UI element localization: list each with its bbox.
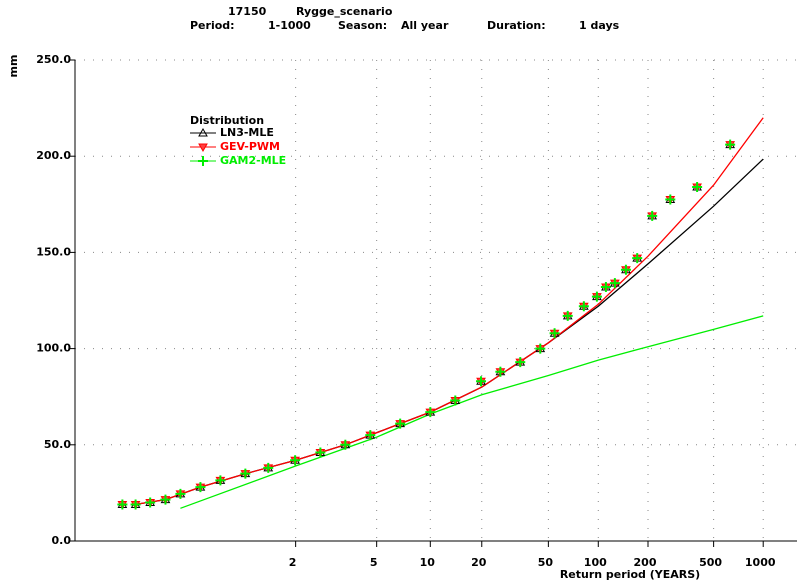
station: 17150 [228,5,267,18]
point-marker [725,139,736,150]
period-label: Period: [190,19,235,32]
x-tick-label: 50 [538,556,554,569]
x-tick-label: 500 [699,556,722,569]
point-marker [130,499,141,510]
point-marker [632,253,643,264]
point-marker [395,418,406,429]
x-tick-label: 20 [471,556,487,569]
duration-label: Duration: [487,19,546,32]
point-marker [365,430,376,441]
y-tick-label: 100.0 [36,342,71,355]
point-marker [198,156,208,166]
x-tick-label: 10 [420,556,436,569]
point-marker [290,455,301,466]
point-marker [692,181,703,192]
y-tick-label: 200.0 [36,149,71,162]
y-tick-label: 250.0 [36,53,71,66]
point-marker [198,143,208,153]
x-tick-label: 5 [370,556,378,569]
x-tick-label: 100 [584,556,607,569]
x-tick-label: 1000 [745,556,776,569]
duration: 1 days [579,19,620,32]
scenario: Rygge_scenario [296,5,393,18]
point-marker [591,291,602,302]
point-marker [215,475,226,486]
series-line [135,117,764,506]
y-axis-label: mm [7,55,20,78]
x-axis-label: Return period (YEARS) [560,568,700,581]
y-tick-label: 150.0 [36,245,71,258]
point-marker [175,488,186,499]
season-label: Season: [338,19,387,32]
point-marker [117,499,128,510]
point-marker [425,407,436,418]
point-marker [609,278,620,289]
point-marker [549,328,560,339]
x-tick-label: 2 [289,556,297,569]
point-marker [240,468,251,479]
legend-label: GAM2-MLE [220,154,286,167]
period: 1-1000 [268,19,311,32]
point-marker [450,395,461,406]
point-marker [535,343,546,354]
season: All year [401,19,449,32]
legend-title: Distribution [190,114,264,127]
point-marker [340,439,351,450]
point-marker [647,210,658,221]
point-marker [665,194,676,205]
point-marker [198,127,208,137]
series-line [135,158,764,506]
y-tick-label: 50.0 [44,438,71,451]
y-tick-label: 0.0 [52,534,72,547]
legend-label: LN3-MLE [220,126,274,139]
point-marker [160,494,171,505]
legend-label: GEV-PWM [220,140,280,153]
point-marker [195,482,206,493]
point-marker [578,301,589,312]
x-tick-label: 200 [634,556,657,569]
point-marker [476,376,487,387]
point-marker [515,357,526,368]
point-marker [620,264,631,275]
point-marker [145,497,156,508]
point-marker [600,282,611,293]
point-marker [495,366,506,377]
point-marker [315,447,326,458]
point-marker [562,310,573,321]
point-marker [263,462,274,473]
series-line [180,315,764,509]
